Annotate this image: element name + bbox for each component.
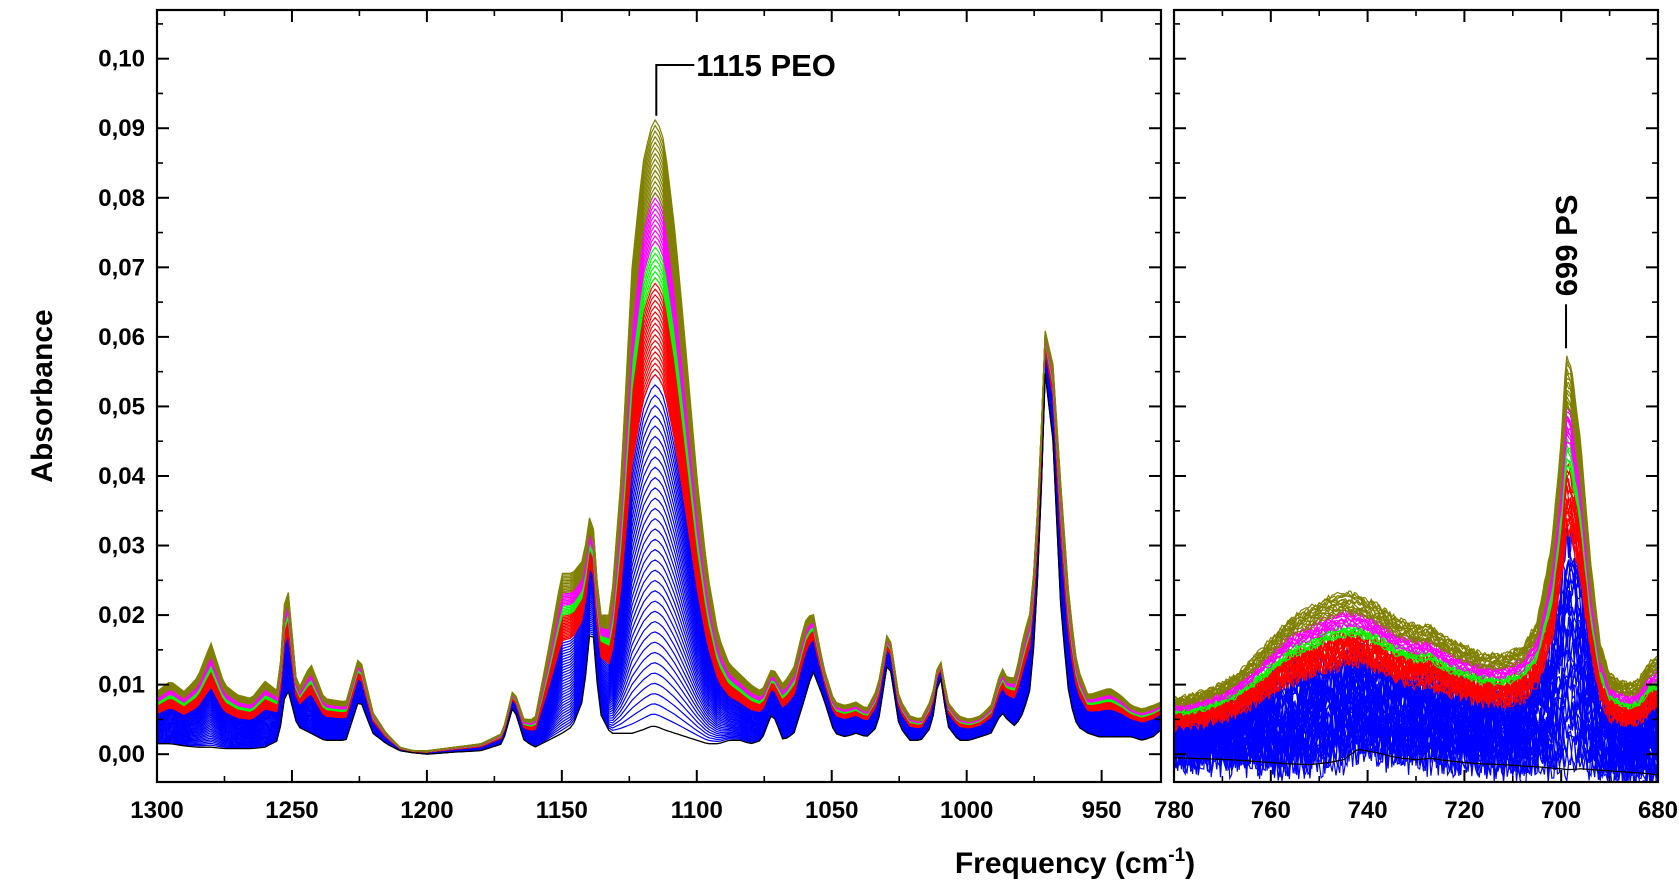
right-spectrum-red-14 xyxy=(1174,476,1658,723)
left-spectrum-olive-6 xyxy=(157,158,1161,752)
x-axis-title-main: Frequency (cm xyxy=(955,847,1168,880)
left-spectrum-olive-2 xyxy=(157,180,1161,752)
right-spectrum-olive-11 xyxy=(1174,363,1658,701)
left-spectrum-olive-9 xyxy=(157,141,1161,752)
left-spectrum-olive-10 xyxy=(157,135,1161,752)
y-tick-label-0,05: 0,05 xyxy=(98,393,145,420)
right-spectrum-baseline xyxy=(1174,748,1658,776)
y-tick-label-0,01: 0,01 xyxy=(98,672,145,699)
y-tick-label-0,03: 0,03 xyxy=(98,533,145,560)
right-x-tick-label-780: 780 xyxy=(1154,797,1194,824)
right-spectrum-olive-8 xyxy=(1174,377,1658,705)
right-x-tick-label-760: 760 xyxy=(1251,797,1291,824)
y-tick-label-0,02: 0,02 xyxy=(98,602,145,629)
right-x-tick-label-680: 680 xyxy=(1638,797,1678,824)
y-tick-label-0,04: 0,04 xyxy=(98,463,145,490)
y-tick-label-0,06: 0,06 xyxy=(98,324,145,351)
left-x-tick-label-1150: 1150 xyxy=(536,797,588,824)
right-x-tick-label-740: 740 xyxy=(1348,797,1388,824)
y-tick-label-0,07: 0,07 xyxy=(98,254,145,281)
right-spectrum-red-0 xyxy=(1174,529,1658,731)
left-spectrum-olive-13 xyxy=(157,118,1161,752)
left-spectrum-baseline xyxy=(157,373,1161,755)
y-tick-label-0,00: 0,00 xyxy=(98,741,145,768)
left-x-tick-label-1300: 1300 xyxy=(130,797,183,824)
ps-peak-label: 699 PS xyxy=(1549,195,1584,297)
x-axis-title-close: ) xyxy=(1185,847,1195,880)
left-spectrum-olive-7 xyxy=(157,152,1161,752)
axes: 1300 1250 1200 1150 1100 1050 1000 950 0,00 0,01 0… xyxy=(98,8,1678,824)
left-spectrum-magenta-7 xyxy=(157,202,1161,752)
right-spectrum-olive-13 xyxy=(1174,355,1658,701)
x-axis-title: Frequency (cm-1) xyxy=(955,845,1195,880)
left-x-tick-label-1000: 1000 xyxy=(940,797,993,824)
y-tick-label-0,08: 0,08 xyxy=(98,185,145,212)
y-axis-title: Absorbance xyxy=(26,309,59,482)
left-x-tick-label-1200: 1200 xyxy=(400,797,453,824)
left-panel-spectra xyxy=(157,118,1161,755)
x-axis-title-superscript: -1 xyxy=(1168,845,1185,866)
peo-peak-marker-line xyxy=(655,64,695,116)
left-x-tick-label-1050: 1050 xyxy=(805,797,858,824)
right-x-tick-label-720: 720 xyxy=(1444,797,1484,824)
y-tick-label-0,10: 0,10 xyxy=(98,46,145,73)
left-spectrum-magenta-8 xyxy=(157,197,1161,752)
right-x-tick-label-700: 700 xyxy=(1541,797,1581,824)
left-x-tick-label-1250: 1250 xyxy=(265,797,318,824)
right-panel-spectra xyxy=(1174,355,1658,782)
left-panel-frame xyxy=(155,8,1163,784)
peo-peak-label: 1115 PEO xyxy=(696,48,836,83)
left-x-tick-label-1100: 1100 xyxy=(671,797,723,824)
left-x-tick-label-950: 950 xyxy=(1082,797,1122,824)
y-tick-label-0,09: 0,09 xyxy=(98,115,145,142)
annotations: 1115 PEO 699 PS xyxy=(655,48,1584,349)
